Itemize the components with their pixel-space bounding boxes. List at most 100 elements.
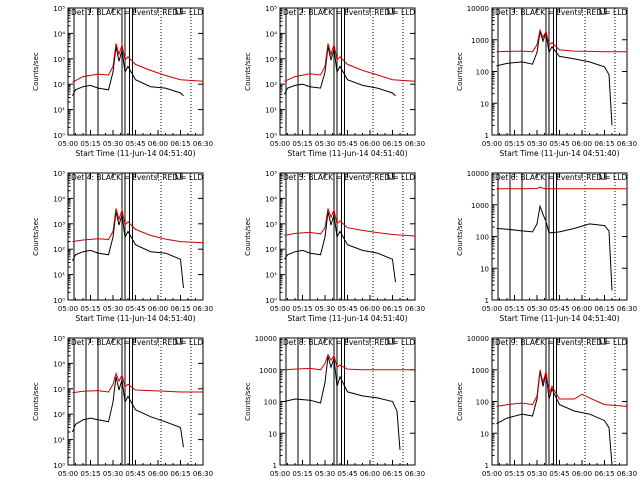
x-tick-label: 06:00 [572, 305, 592, 313]
x-tick-label: 05:45 [125, 305, 145, 313]
y-axis-label: Counts/sec [32, 52, 40, 91]
y-tick-label: 10⁰ [53, 297, 65, 305]
x-tick-label: 06:30 [193, 305, 213, 313]
y-tick-label: 10⁴ [265, 195, 277, 203]
y-tick-label: 10¹ [53, 437, 65, 445]
y-tick-label: 10 [480, 430, 489, 438]
x-tick-label: 06:00 [148, 305, 168, 313]
x-tick-label: 06:15 [594, 305, 614, 313]
x-tick-label: 06:00 [360, 140, 380, 148]
x-tick-label: 06:30 [193, 140, 213, 148]
panel-title: Det 4: BLACK = Events, RED = LLD [71, 173, 203, 182]
y-tick-label: 10⁰ [53, 462, 65, 470]
x-tick-label: 05:00 [482, 305, 502, 313]
x-tick-label: 05:00 [58, 305, 78, 313]
x-tick-label: 06:30 [617, 140, 637, 148]
x-tick-label: 05:45 [125, 470, 145, 478]
y-tick-label: 10¹ [53, 272, 65, 280]
detector-panel-3: 05:00 05:15 05:30 05:45 06:00 06:15 06:30 1 10 10… [456, 5, 637, 158]
y-tick-label: 10⁴ [53, 360, 65, 368]
panel-title: Det 9: BLACK = Events, RED = LLD [495, 338, 627, 347]
y-tick-label: 10 [268, 430, 277, 438]
y-axis-label: Counts/sec [32, 382, 40, 421]
detector-panel-6: 05:00 05:15 05:30 05:45 06:00 06:15 06:30 1 10 10… [456, 170, 637, 323]
y-tick-label: 10000 [467, 5, 489, 13]
y-tick-label: 10³ [53, 221, 65, 229]
y-tick-label: 10¹ [265, 272, 277, 280]
y-tick-label: 10000 [467, 335, 489, 343]
panel-title: Det 3: BLACK = Events, RED = LLD [495, 8, 627, 17]
x-tick-label: 06:30 [617, 305, 637, 313]
x-tick-label: 05:00 [270, 470, 290, 478]
y-tick-label: 1000 [471, 367, 489, 375]
panel-title: Det 6: BLACK = Events, RED = LLD [495, 173, 627, 182]
y-tick-label: 10³ [53, 386, 65, 394]
y-tick-label: 10³ [265, 56, 277, 64]
x-axis-label: Start Time (11-Jun-14 04:51:40) [288, 314, 408, 323]
plot-frame [67, 7, 204, 136]
y-tick-label: 10² [53, 246, 65, 254]
y-tick-label: 100 [476, 234, 489, 242]
plot-frame [67, 337, 204, 466]
x-tick-label: 06:00 [360, 470, 380, 478]
marker-box [175, 172, 183, 180]
x-tick-label: 06:15 [170, 470, 190, 478]
x-tick-label: 06:30 [617, 470, 637, 478]
y-tick-label: 10 [480, 265, 489, 273]
x-tick-label: 05:00 [482, 470, 502, 478]
x-tick-label: 05:45 [549, 470, 569, 478]
y-tick-label: 10⁵ [265, 5, 277, 13]
x-tick-label: 05:30 [527, 140, 547, 148]
x-tick-label: 06:15 [382, 140, 402, 148]
x-tick-label: 05:15 [504, 140, 524, 148]
marker-box [175, 7, 183, 15]
detector-panel-7: 05:00 05:15 05:30 05:45 06:00 06:15 06:30 10⁰ 10… [32, 335, 213, 484]
series-line-events [72, 211, 184, 288]
detector-panel-5: 05:00 05:15 05:30 05:45 06:00 06:15 06:30 10⁰ 10… [244, 170, 425, 323]
x-tick-label: 06:00 [360, 305, 380, 313]
series-line-events [496, 31, 613, 126]
series-line-events [496, 371, 613, 465]
series-line-events [284, 356, 401, 450]
x-axis-label: Start Time (11-Jun-14 04:51:40) [288, 149, 408, 158]
x-tick-label: 06:00 [148, 140, 168, 148]
detector-panel-8: 05:00 05:15 05:30 05:45 06:00 06:15 06:30 1 10 10… [244, 335, 425, 484]
y-tick-label: 1 [485, 132, 489, 140]
x-tick-label: 05:30 [315, 305, 335, 313]
marker-box [599, 172, 607, 180]
y-tick-label: 10 [480, 100, 489, 108]
plot-frame [279, 337, 416, 466]
x-tick-label: 05:00 [270, 305, 290, 313]
x-tick-label: 05:00 [270, 140, 290, 148]
panel-title: Det 2: BLACK = Events, RED = LLD [283, 8, 415, 17]
y-axis-label: Counts/sec [244, 382, 252, 421]
x-tick-label: 05:15 [504, 470, 524, 478]
y-tick-label: 1000 [471, 37, 489, 45]
y-tick-label: 100 [476, 69, 489, 77]
y-tick-label: 10² [53, 81, 65, 89]
marker-box [599, 7, 607, 15]
x-tick-label: 05:45 [337, 305, 357, 313]
detector-panel-4: 05:00 05:15 05:30 05:45 06:00 06:15 06:30 10⁰ 10… [32, 170, 213, 323]
y-tick-label: 10⁵ [265, 170, 277, 178]
y-tick-label: 10² [265, 246, 277, 254]
x-tick-label: 05:30 [103, 470, 123, 478]
x-tick-label: 05:15 [292, 140, 312, 148]
x-tick-label: 06:15 [170, 305, 190, 313]
x-tick-label: 06:30 [193, 470, 213, 478]
x-tick-label: 05:30 [527, 305, 547, 313]
y-tick-label: 10000 [467, 170, 489, 178]
y-tick-label: 10⁵ [53, 335, 65, 343]
y-tick-label: 10⁴ [53, 195, 65, 203]
y-axis-label: Counts/sec [456, 382, 464, 421]
series-line-lld [72, 43, 203, 83]
series-line-lld [72, 371, 203, 394]
x-tick-label: 06:15 [382, 470, 402, 478]
series-line-lld [284, 43, 415, 82]
x-tick-label: 05:30 [103, 140, 123, 148]
x-tick-label: 05:00 [482, 140, 502, 148]
x-tick-label: 05:15 [80, 305, 100, 313]
x-tick-label: 05:45 [337, 140, 357, 148]
x-tick-label: 05:30 [527, 470, 547, 478]
y-tick-label: 1000 [471, 202, 489, 210]
